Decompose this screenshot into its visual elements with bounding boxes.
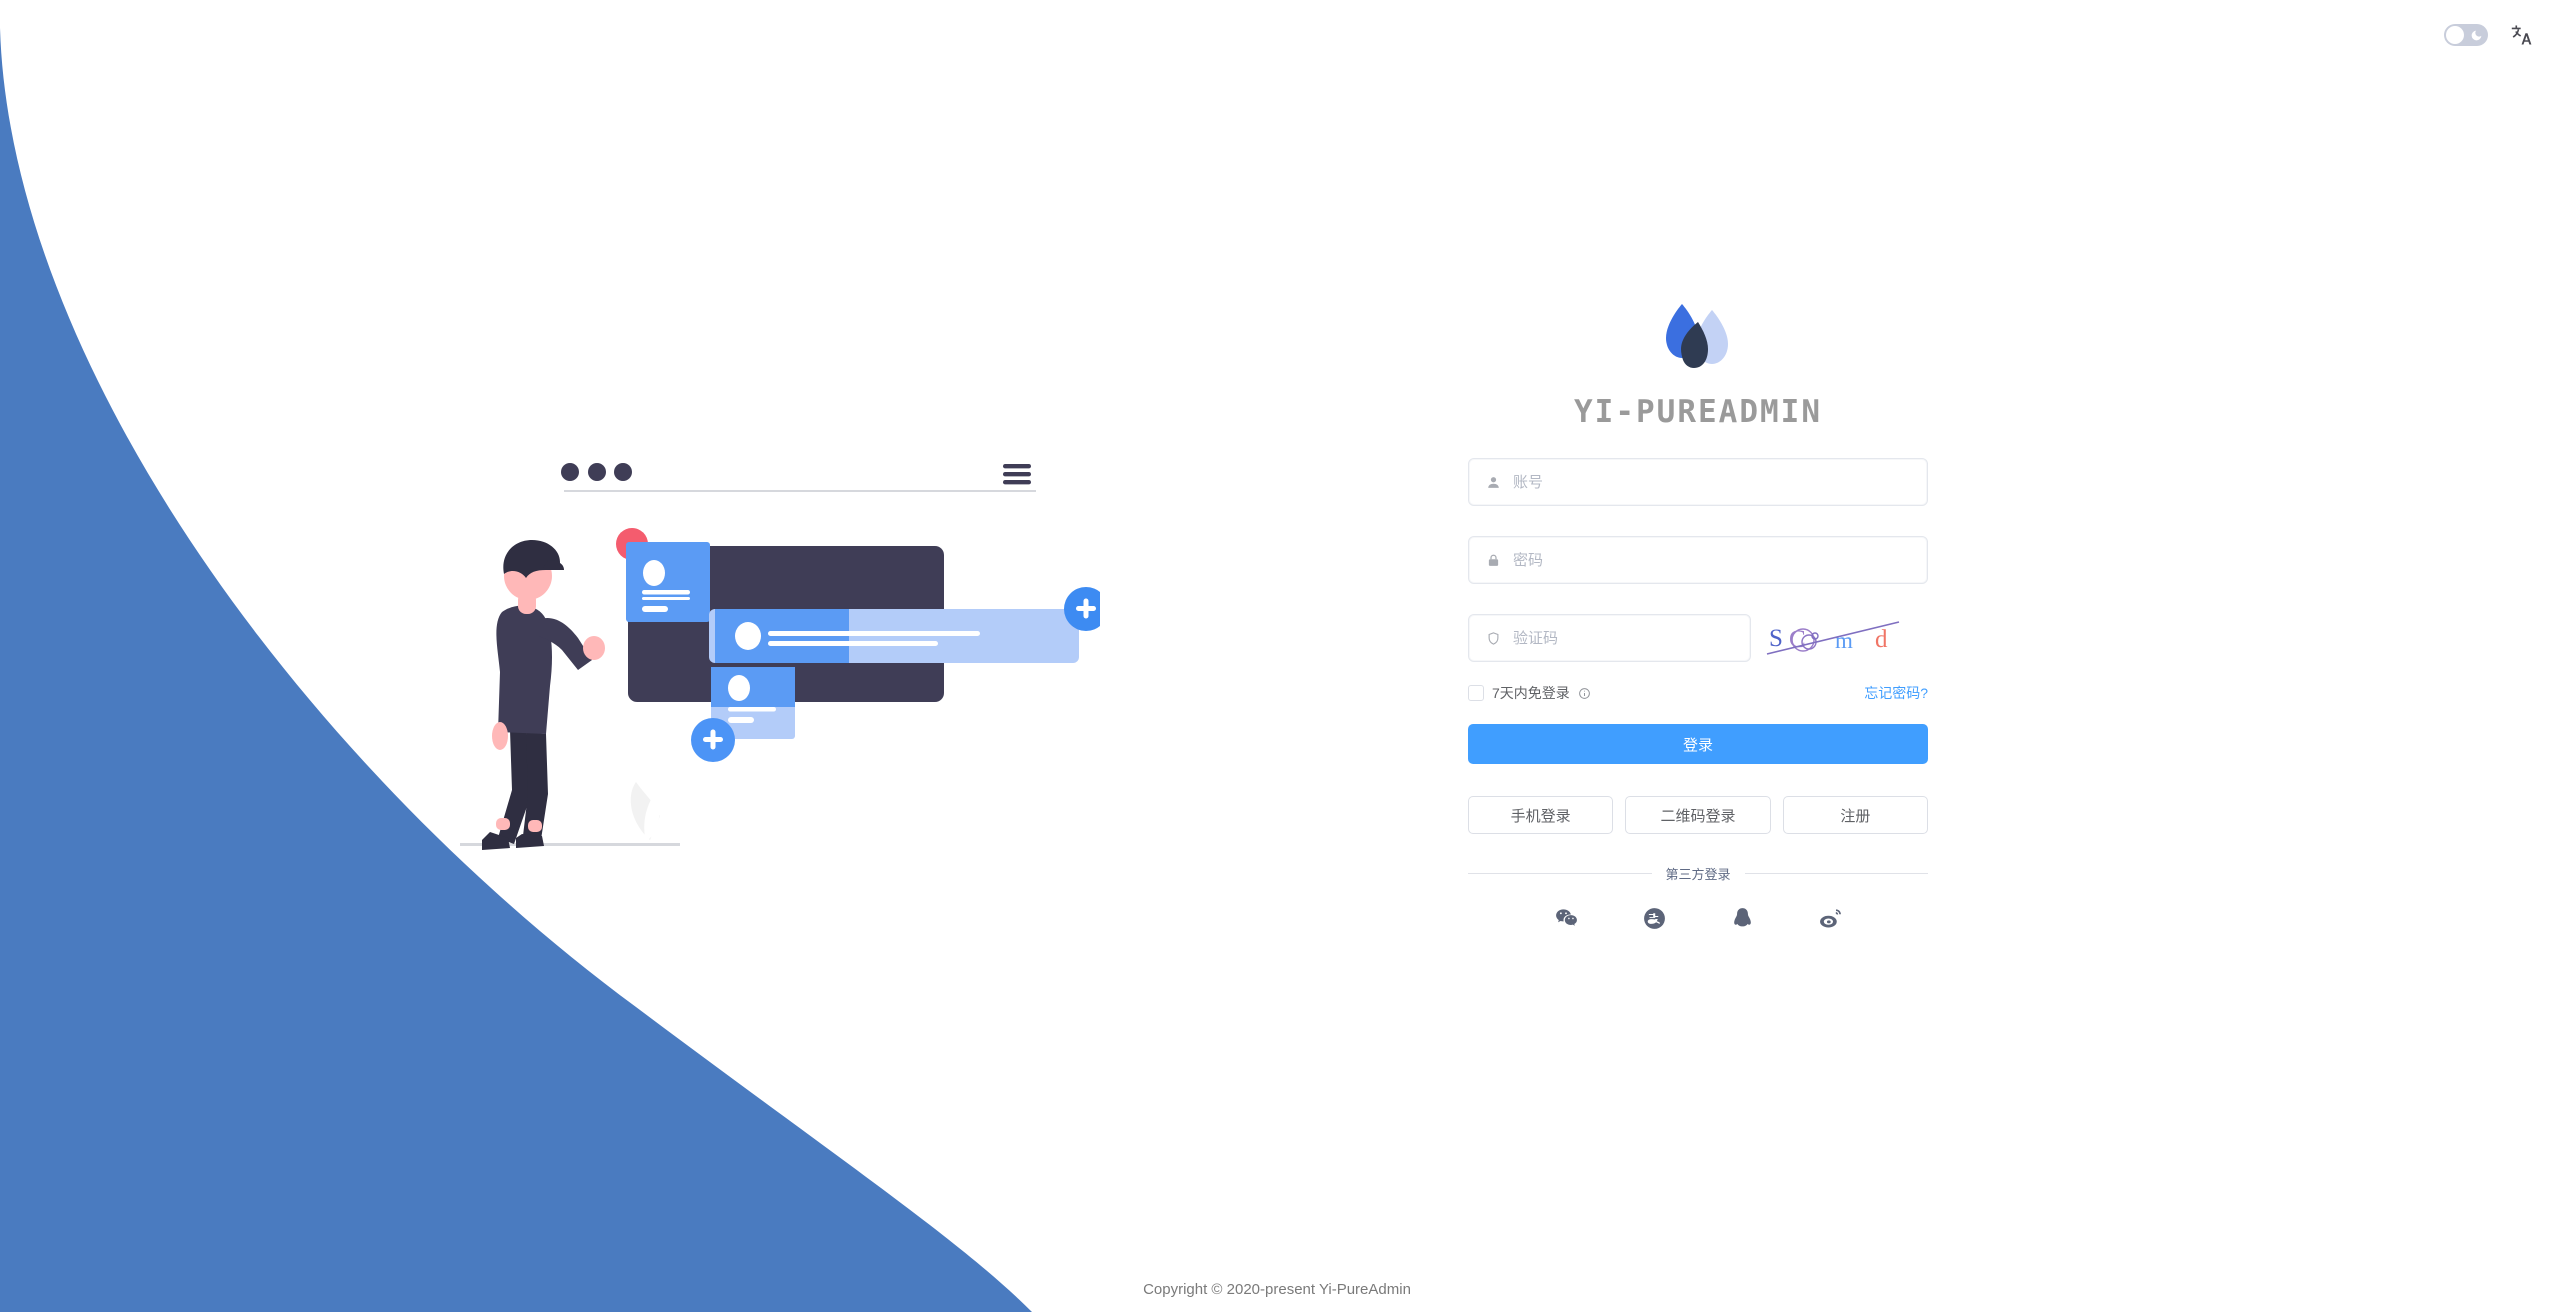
- alt-login-buttons: 手机登录 二维码登录 注册: [1468, 796, 1928, 834]
- divider-line-right: [1744, 873, 1929, 874]
- login-panel: YI-PUREADMIN: [1468, 300, 1929, 931]
- qq-icon[interactable]: [1729, 905, 1755, 931]
- register-button[interactable]: 注册: [1782, 796, 1928, 834]
- login-options-row: 7天内免登录 忘记密码?: [1468, 682, 1928, 704]
- logo-wrap: [1468, 300, 1928, 386]
- shield-icon: [1485, 630, 1501, 646]
- username-field-box[interactable]: [1468, 458, 1928, 506]
- username-input[interactable]: [1511, 458, 1911, 506]
- alipay-icon[interactable]: [1641, 905, 1667, 931]
- pure-admin-drop-logo: [1666, 304, 1728, 368]
- svg-text:m: m: [1835, 628, 1853, 653]
- language-switch[interactable]: [2506, 20, 2536, 50]
- third-party-login-row: [1468, 905, 1928, 931]
- svg-text:S: S: [1769, 625, 1783, 652]
- toggle-knob: [2446, 26, 2464, 44]
- remember-me[interactable]: 7天内免登录: [1468, 685, 1592, 701]
- login-illustration: [380, 440, 1108, 900]
- illustration-card-top: [626, 542, 710, 622]
- dark-mode-toggle[interactable]: [2444, 24, 2488, 46]
- divider-label: 第三方登录: [1665, 867, 1731, 882]
- username-field-wrapper: [1468, 458, 1928, 506]
- password-field-wrapper: [1468, 536, 1928, 584]
- illustration-card-right: [709, 609, 1079, 663]
- footer-copyright: Copyright © 2020-present Yi-PureAdmin: [1143, 1281, 1411, 1298]
- captcha-field-box[interactable]: [1468, 614, 1751, 662]
- info-icon[interactable]: [1578, 686, 1592, 700]
- illustration-leaf: [630, 782, 664, 842]
- divider-line-left: [1468, 873, 1652, 874]
- password-input[interactable]: [1511, 536, 1911, 584]
- wechat-icon[interactable]: [1553, 905, 1579, 931]
- moon-icon: [2471, 30, 2482, 40]
- page-title: YI-PUREADMIN: [1574, 394, 1822, 430]
- translate-icon: [2511, 25, 2532, 45]
- captcha-image[interactable]: S C m d: [1765, 616, 1903, 660]
- illustration-person: [482, 540, 605, 850]
- captcha-input[interactable]: [1511, 614, 1734, 662]
- phone-login-button[interactable]: 手机登录: [1468, 796, 1614, 834]
- remember-checkbox[interactable]: [1468, 685, 1484, 701]
- qrcode-login-button[interactable]: 二维码登录: [1625, 796, 1771, 834]
- third-party-divider: 第三方登录: [1468, 864, 1929, 883]
- forgot-password-link[interactable]: 忘记密码?: [1864, 685, 1928, 701]
- top-controls: [2444, 0, 2554, 70]
- svg-text:d: d: [1875, 626, 1888, 653]
- password-field-box[interactable]: [1468, 536, 1928, 584]
- remember-label: 7天内免登录: [1492, 685, 1570, 701]
- weibo-icon[interactable]: [1817, 905, 1843, 931]
- login-button[interactable]: 登录: [1468, 724, 1928, 764]
- captcha-field-wrapper: S C m d: [1468, 614, 1928, 662]
- illustration-window-bar: [561, 463, 1036, 492]
- user-icon: [1485, 474, 1501, 490]
- lock-icon: [1485, 552, 1501, 568]
